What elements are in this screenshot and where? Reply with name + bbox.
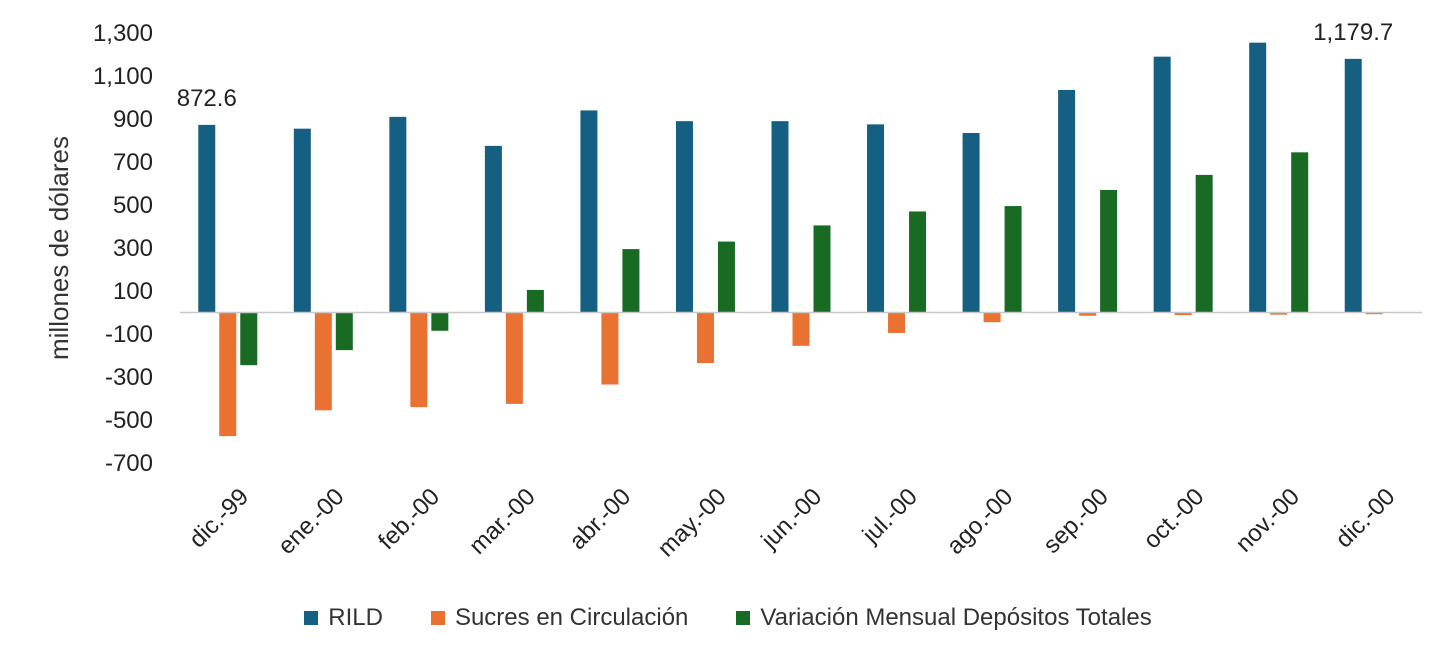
x-tick-label: dic.-00 bbox=[1330, 483, 1400, 553]
bar-variación-4 bbox=[622, 249, 640, 313]
bar-variación-11 bbox=[1291, 152, 1309, 313]
bar-sucres-10 bbox=[1174, 312, 1192, 316]
legend-swatch-sucres bbox=[430, 611, 445, 625]
x-tick-label: ago.-00 bbox=[942, 483, 1019, 560]
x-tick-label: dic.-99 bbox=[184, 483, 254, 553]
x-tick-label: ene.-00 bbox=[273, 483, 350, 560]
bar-sucres-0 bbox=[219, 312, 237, 437]
y-axis-label: millones de dólares bbox=[44, 136, 74, 360]
y-tick-label: 900 bbox=[113, 106, 153, 133]
bar-rild-8 bbox=[962, 132, 980, 313]
y-tick-label: 100 bbox=[113, 278, 153, 305]
bar-variación-7 bbox=[909, 211, 927, 313]
x-tick-label: feb.-00 bbox=[373, 483, 445, 555]
bar-sucres-8 bbox=[983, 312, 1001, 323]
y-tick-label: -500 bbox=[105, 407, 153, 434]
bar-sucres-7 bbox=[888, 312, 906, 333]
x-tick-label: abr.-00 bbox=[564, 483, 636, 555]
bar-variación-10 bbox=[1195, 174, 1213, 313]
data-label: 872.6 bbox=[177, 85, 237, 112]
bar-sucres-2 bbox=[410, 312, 428, 408]
bar-rild-1 bbox=[293, 128, 311, 313]
legend-label-depositos: Variación Mensual Depósitos Totales bbox=[760, 604, 1152, 631]
data-label: 1,179.7 bbox=[1313, 19, 1393, 46]
x-tick-label: sep.-00 bbox=[1038, 483, 1114, 559]
bar-rild-10 bbox=[1153, 56, 1171, 313]
bar-variación-1 bbox=[335, 312, 353, 351]
y-tick-label: 1,100 bbox=[93, 63, 153, 90]
x-tick-label: may.-00 bbox=[653, 483, 732, 562]
bar-variación-3 bbox=[526, 289, 544, 313]
x-tick-label: jul.-00 bbox=[857, 483, 923, 549]
bar-rild-4 bbox=[580, 110, 598, 313]
legend-label-rild: RILD bbox=[328, 604, 383, 631]
bar-rild-11 bbox=[1249, 42, 1267, 313]
bar-sucres-3 bbox=[505, 312, 523, 404]
y-tick-label: 700 bbox=[113, 149, 153, 176]
bar-variación-9 bbox=[1100, 189, 1118, 313]
y-tick-label: 500 bbox=[113, 192, 153, 219]
y-tick-label: -100 bbox=[105, 321, 153, 348]
bar-sucres-1 bbox=[314, 312, 332, 411]
legend-swatch-depositos bbox=[736, 611, 751, 625]
legend-swatch-rild bbox=[304, 611, 319, 625]
bar-rild-2 bbox=[389, 116, 407, 313]
y-tick-label: 300 bbox=[113, 235, 153, 262]
bar-rild-3 bbox=[484, 145, 502, 313]
bar-variación-6 bbox=[813, 225, 831, 313]
bar-rild-7 bbox=[867, 124, 885, 313]
bar-rild-5 bbox=[675, 121, 693, 313]
bar-variación-2 bbox=[431, 312, 449, 331]
x-tick-label: oct.-00 bbox=[1138, 483, 1209, 554]
y-tick-label: 1,300 bbox=[93, 20, 153, 47]
bar-sucres-4 bbox=[601, 312, 619, 385]
y-tick-label: -300 bbox=[105, 364, 153, 391]
bar-sucres-5 bbox=[696, 312, 714, 364]
bar-chart: 1,300 1,100 900 700 500 300 100 -100 -300 -500 -70… bbox=[44, 19, 1422, 562]
bar-sucres-9 bbox=[1079, 312, 1097, 316]
y-tick-label: -700 bbox=[105, 450, 153, 477]
x-tick-label: mar.-00 bbox=[464, 483, 541, 560]
legend-label-sucres: Sucres en Circulación bbox=[454, 604, 689, 631]
y-axis-ticks: 1,300 1,100 900 700 500 300 100 -100 -300 -500 -70… bbox=[93, 20, 153, 477]
x-axis-ticks: dic.-99 ene.-00 feb.-00 mar.-00 abr.-00 may.-… bbox=[184, 483, 1400, 562]
bar-sucres-11 bbox=[1270, 312, 1288, 315]
bar-sucres-6 bbox=[792, 312, 810, 346]
x-tick-label: jun.-00 bbox=[756, 483, 828, 555]
bar-variación-8 bbox=[1004, 206, 1022, 313]
legend-item-depositos: Variación Mensual Depósitos Totales bbox=[736, 604, 1152, 632]
bars bbox=[198, 42, 1383, 437]
bar-variación-0 bbox=[240, 312, 258, 366]
legend-item-sucres: Sucres en Circulación bbox=[430, 604, 689, 632]
x-tick-label: nov.-00 bbox=[1230, 483, 1304, 557]
data-labels: 872.6 1,179.7 bbox=[177, 19, 1394, 112]
legend-item-rild: RILD bbox=[304, 604, 383, 632]
bar-rild-12 bbox=[1344, 58, 1362, 313]
bar-sucres-12 bbox=[1365, 312, 1383, 315]
bar-rild-6 bbox=[771, 121, 789, 313]
bar-rild-0 bbox=[198, 124, 216, 313]
bar-variación-5 bbox=[717, 241, 735, 313]
bar-rild-9 bbox=[1058, 89, 1076, 313]
legend: RILD Sucres en Circulación Variación Men… bbox=[0, 604, 1456, 632]
